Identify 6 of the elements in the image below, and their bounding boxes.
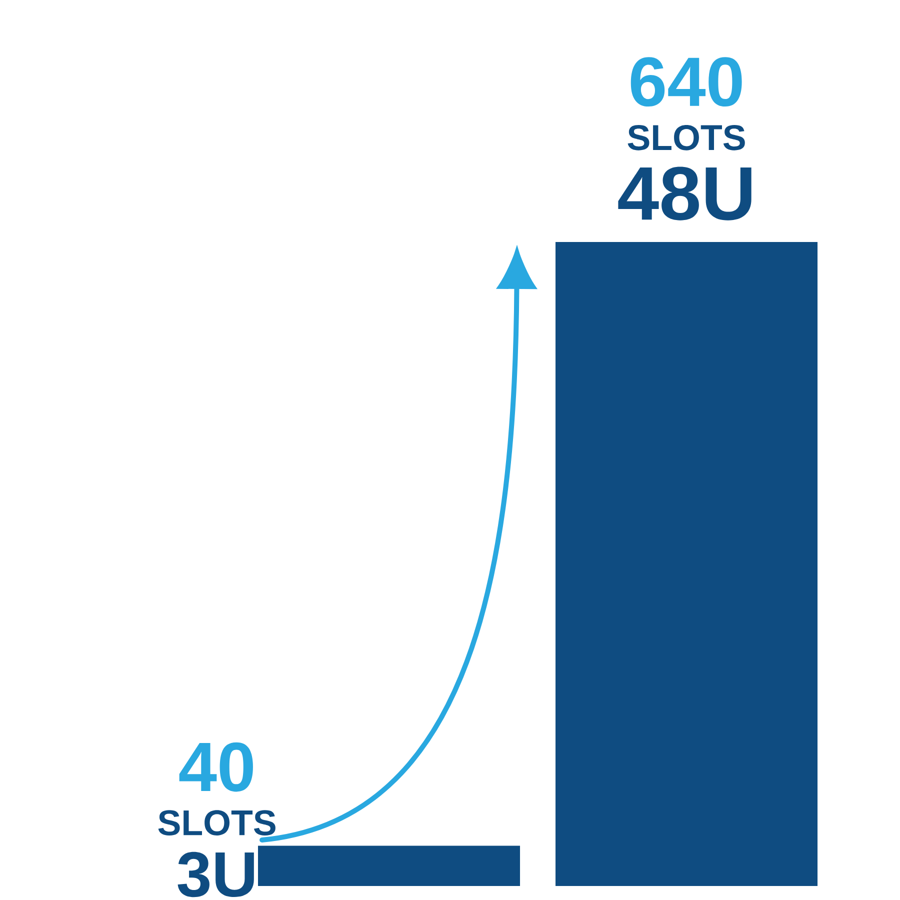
- data-label: 3U: [178, 852, 254, 898]
- text: SLOTS: [628, 124, 745, 150]
- annotation: 40: [179, 742, 253, 792]
- text: 640: [630, 57, 742, 107]
- data-label: 48U: [618, 166, 752, 220]
- annotation: SLOTS: [158, 810, 276, 836]
